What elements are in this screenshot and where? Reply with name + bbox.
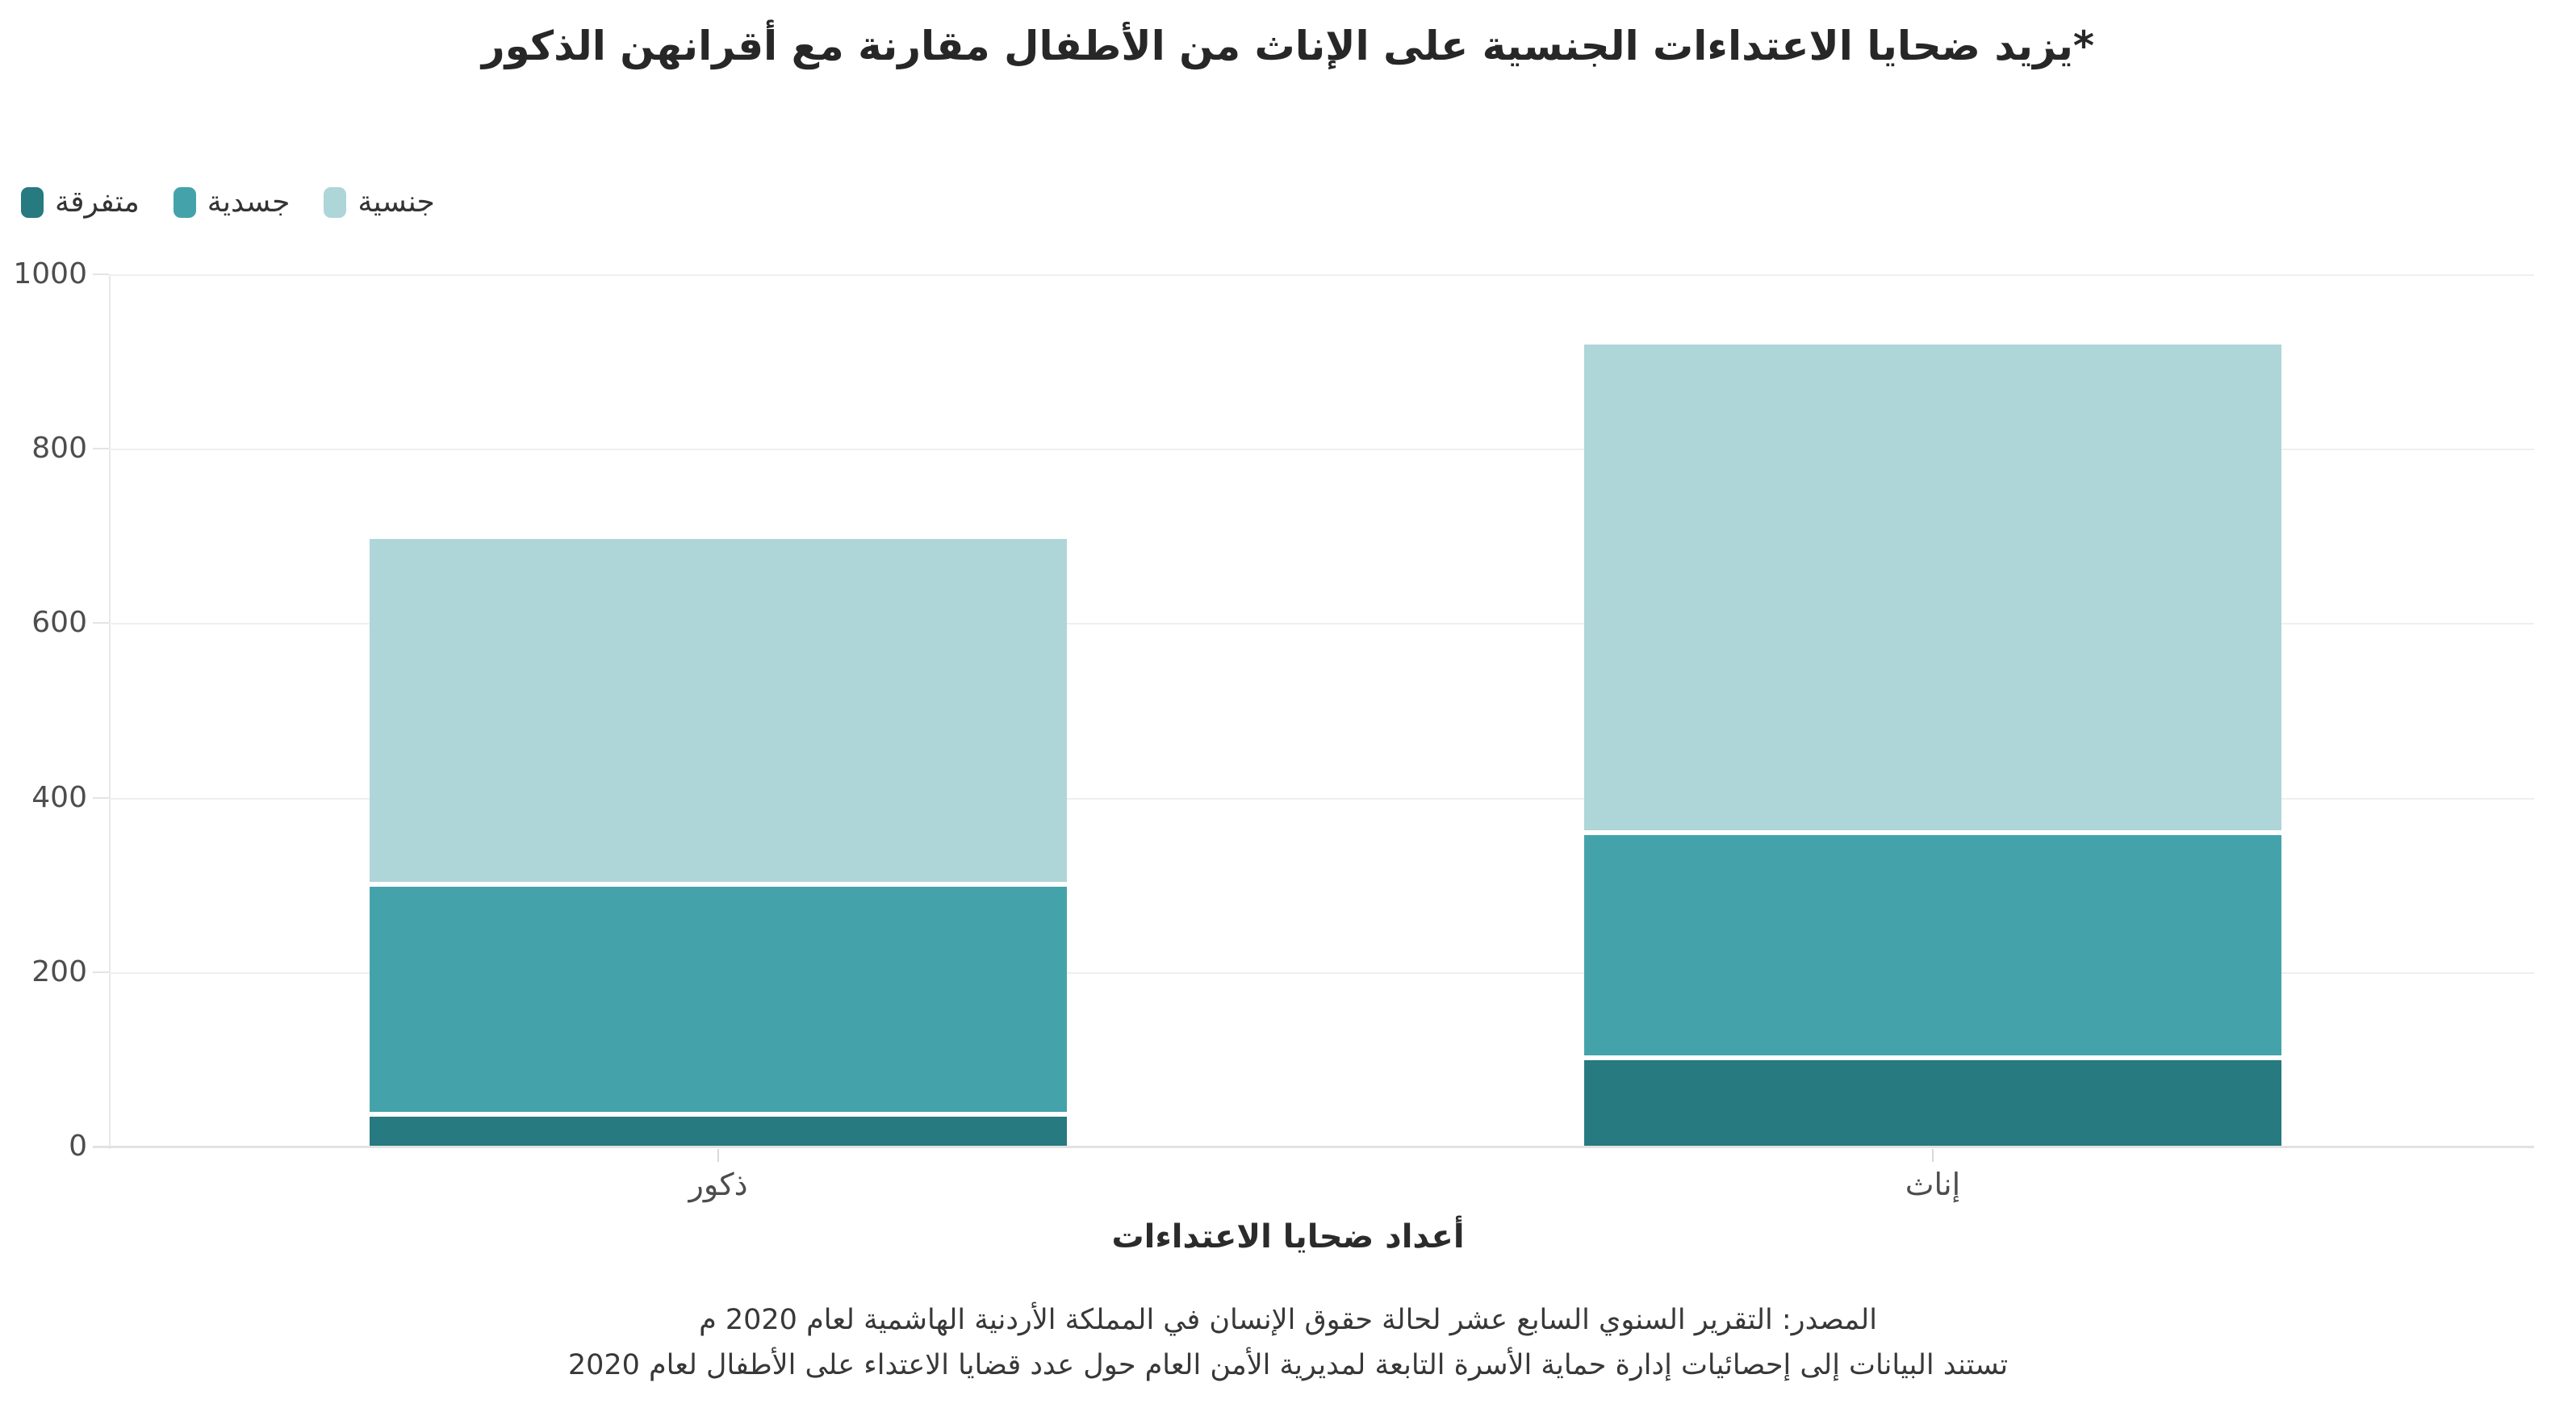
bar-segment-إناث-متفرقة[interactable] [1584, 1059, 2281, 1147]
legend-label-متفرقة: متفرقة [55, 186, 140, 219]
legend-item-متفرقة[interactable]: متفرقة [21, 187, 140, 218]
x-category-label-ذكور: ذكور [688, 1167, 748, 1202]
x-tick-mark-ذكور [717, 1149, 719, 1162]
footer-source-line1: المصدر: التقرير السنوي السابع عشر لحالة … [699, 1304, 1877, 1336]
footer-source-line2: تستند البيانات إلى إحصائيات إدارة حماية … [567, 1349, 2009, 1381]
legend-item-جنسية[interactable]: جنسية [324, 186, 435, 219]
legend-swatch-متفرقة [21, 187, 44, 218]
plot-area [93, 274, 2534, 1148]
legend-label-جسدية: جسدية [207, 186, 291, 219]
legend-swatch-جنسية [324, 187, 347, 218]
y-tick-label-1000: 1000 [13, 257, 87, 290]
x-tick-mark-إناث [1932, 1149, 1934, 1162]
x-axis-baseline [93, 1146, 2534, 1148]
bar-segment-ذكور-متفرقة[interactable] [370, 1116, 1067, 1147]
y-tick-label-600: 600 [31, 606, 87, 640]
y-tick-mark-600 [93, 622, 109, 625]
bar-segment-إناث-جسدية[interactable] [1584, 834, 2281, 1055]
legend: متفرقة جسدية جنسية [21, 187, 435, 218]
gridline-200 [109, 971, 2534, 974]
gridline-400 [109, 797, 2534, 800]
y-tick-mark-200 [93, 971, 109, 973]
chart-title: *يزيد ضحايا الاعتداءات الجنسية على الإنا… [481, 23, 2095, 69]
y-axis-line [109, 274, 111, 1149]
gridline-600 [109, 623, 2534, 625]
bar-segment-ذكور-جسدية[interactable] [370, 887, 1067, 1112]
gridline-800 [109, 449, 2534, 451]
x-axis-title: أعداد ضحايا الاعتداءات [1111, 1218, 1465, 1255]
y-tick-mark-400 [93, 796, 109, 799]
y-tick-label-800: 800 [31, 432, 87, 466]
y-tick-label-400: 400 [31, 780, 87, 814]
legend-item-جسدية[interactable]: جسدية [173, 186, 291, 219]
legend-label-جنسية: جنسية [358, 186, 435, 219]
y-tick-mark-1000 [93, 274, 109, 275]
y-tick-mark-800 [93, 448, 109, 450]
y-tick-label-200: 200 [31, 955, 87, 988]
x-category-label-إناث: إناث [1905, 1167, 1961, 1202]
bar-segment-ذكور-جنسية[interactable] [370, 538, 1067, 883]
legend-swatch-جسدية [173, 187, 196, 218]
y-tick-label-0: 0 [69, 1130, 87, 1163]
gridline-1000 [109, 274, 2534, 276]
bar-segment-إناث-جنسية[interactable] [1584, 344, 2281, 830]
footer-source: المصدر: التقرير السنوي السابع عشر لحالة … [0, 1297, 2576, 1388]
